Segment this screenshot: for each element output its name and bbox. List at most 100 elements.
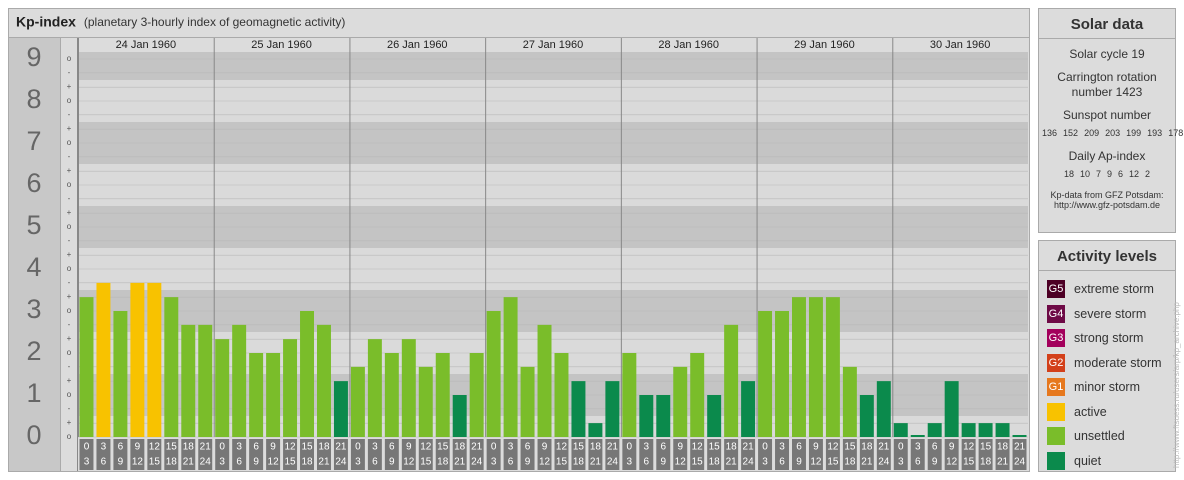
hour-box xyxy=(147,439,162,470)
bar xyxy=(961,423,976,437)
hour-label: 6 xyxy=(915,457,921,468)
hour-box xyxy=(215,439,230,470)
hour-label: 12 xyxy=(539,457,551,468)
bar xyxy=(622,353,637,437)
legend-swatch xyxy=(1047,402,1065,421)
minor-tick-label: + xyxy=(67,334,72,343)
y-tick-label: 8 xyxy=(26,84,41,114)
hour-label: 18 xyxy=(454,442,466,453)
hour-label: 18 xyxy=(183,442,195,453)
minor-tick-label: + xyxy=(67,418,72,427)
minor-tick-label: o xyxy=(67,54,72,63)
hour-box xyxy=(588,439,603,470)
hour-label: 15 xyxy=(166,442,178,453)
day-label: 25 Jan 1960 xyxy=(251,39,312,51)
hour-label: 12 xyxy=(556,442,568,453)
hour-label: 18 xyxy=(437,457,449,468)
kp-chart: Kp-index (planetary 3-hourly index of geo… xyxy=(8,8,1030,472)
hour-label: 6 xyxy=(236,457,242,468)
bar xyxy=(333,381,348,437)
hour-label: 3 xyxy=(101,442,107,453)
legend-swatch: G1 xyxy=(1047,378,1065,397)
minor-tick-label: - xyxy=(68,194,71,203)
y-tick-label: 9 xyxy=(26,42,41,72)
bar xyxy=(418,366,433,437)
minor-tick-label: - xyxy=(68,152,71,161)
minor-tick-label: + xyxy=(67,208,72,217)
hour-label: 15 xyxy=(963,457,975,468)
hour-box xyxy=(673,439,688,470)
hour-label: 15 xyxy=(437,442,449,453)
minor-tick-label: - xyxy=(68,110,71,119)
ap-title: Daily Ap-index xyxy=(1068,149,1146,163)
hour-box xyxy=(435,439,450,470)
hour-label: 15 xyxy=(556,457,568,468)
bar xyxy=(486,311,501,437)
hour-label: 18 xyxy=(301,457,313,468)
bar xyxy=(1012,435,1027,437)
hour-label: 9 xyxy=(932,457,938,468)
hour-box xyxy=(690,439,705,470)
hour-label: 12 xyxy=(149,442,161,453)
hour-label: 21 xyxy=(878,442,890,453)
bar xyxy=(588,423,603,437)
legend-swatch: G3 xyxy=(1047,329,1065,348)
hour-box xyxy=(317,439,331,470)
hour-box xyxy=(418,439,433,470)
bar xyxy=(842,366,857,437)
minor-tick-label: o xyxy=(67,264,72,273)
hour-box xyxy=(249,439,264,470)
y-axis-bg xyxy=(9,38,60,471)
hour-label: 24 xyxy=(471,457,483,468)
hour-box xyxy=(401,439,416,470)
bar xyxy=(520,366,535,437)
hour-box xyxy=(537,439,552,470)
hour-box xyxy=(571,439,586,470)
hour-label: 21 xyxy=(200,442,212,453)
bar xyxy=(792,297,806,437)
hour-label: 6 xyxy=(508,457,514,468)
bar xyxy=(147,282,162,437)
hour-label: 3 xyxy=(84,457,90,468)
hour-label: 6 xyxy=(253,442,259,453)
hour-box xyxy=(724,439,739,470)
hour-label: 6 xyxy=(660,442,666,453)
hour-box xyxy=(130,439,145,470)
hour-label: 12 xyxy=(810,457,822,468)
source-url: http://www.gfz-potsdam.de xyxy=(1053,200,1161,210)
hour-box xyxy=(910,439,925,470)
day-label: 30 Jan 1960 xyxy=(930,39,991,51)
bar xyxy=(707,395,722,437)
header-bar xyxy=(9,9,1029,37)
bar xyxy=(452,395,467,437)
panel-title: Solar data xyxy=(1039,9,1175,39)
hour-label: 9 xyxy=(270,442,276,453)
hour-box xyxy=(469,439,484,470)
hour-label: 15 xyxy=(301,442,313,453)
minor-tick-label: + xyxy=(67,82,72,91)
bar xyxy=(283,339,298,437)
minor-tick-label: - xyxy=(68,278,71,287)
legend-label: moderate storm xyxy=(1074,355,1162,370)
minor-tick-label: - xyxy=(68,404,71,413)
hour-label: 12 xyxy=(675,457,687,468)
hour-box xyxy=(775,439,789,470)
solar-panel: Solar data Solar cycle 19 Carrington rot… xyxy=(1038,8,1183,233)
y-tick-label: 1 xyxy=(26,378,41,408)
legend-label: minor storm xyxy=(1074,380,1140,395)
bar xyxy=(181,324,196,437)
hour-label: 0 xyxy=(491,442,497,453)
bar xyxy=(571,381,586,437)
hour-box xyxy=(1012,439,1027,470)
hour-label: 24 xyxy=(335,457,347,468)
legend-item: G4 severe storm xyxy=(1039,302,1175,327)
hour-box xyxy=(367,439,382,470)
legend-label: extreme storm xyxy=(1074,282,1154,297)
hour-label: 18 xyxy=(573,457,585,468)
bar xyxy=(673,366,688,437)
hour-label: 12 xyxy=(403,457,415,468)
hour-label: 12 xyxy=(268,457,280,468)
bar xyxy=(198,324,213,437)
legend-label: unsettled xyxy=(1074,429,1125,444)
day-label: 28 Jan 1960 xyxy=(658,39,719,51)
